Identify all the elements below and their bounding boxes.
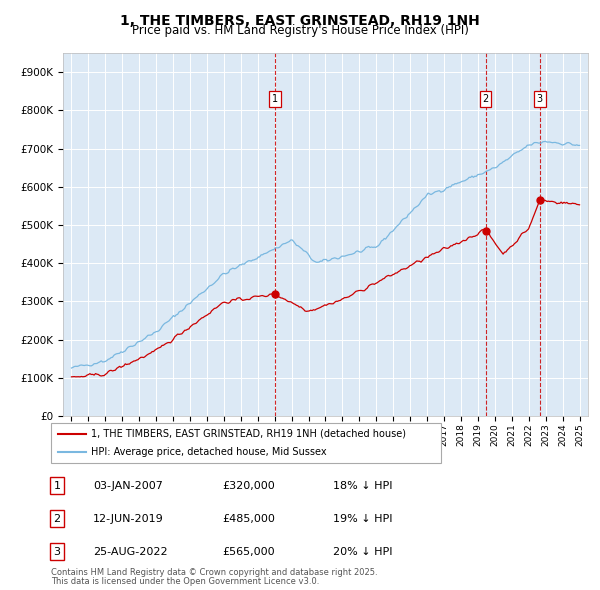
Text: 20% ↓ HPI: 20% ↓ HPI	[333, 547, 392, 556]
Text: 1: 1	[53, 481, 61, 490]
Text: 1: 1	[272, 94, 278, 104]
Text: 12-JUN-2019: 12-JUN-2019	[93, 514, 164, 523]
Text: 19% ↓ HPI: 19% ↓ HPI	[333, 514, 392, 523]
Text: HPI: Average price, detached house, Mid Sussex: HPI: Average price, detached house, Mid …	[91, 447, 326, 457]
Text: This data is licensed under the Open Government Licence v3.0.: This data is licensed under the Open Gov…	[51, 576, 319, 586]
Text: 2: 2	[482, 94, 488, 104]
Text: 3: 3	[536, 94, 543, 104]
Text: £320,000: £320,000	[222, 481, 275, 490]
Text: Contains HM Land Registry data © Crown copyright and database right 2025.: Contains HM Land Registry data © Crown c…	[51, 568, 377, 577]
Text: £565,000: £565,000	[222, 547, 275, 556]
Text: Price paid vs. HM Land Registry's House Price Index (HPI): Price paid vs. HM Land Registry's House …	[131, 24, 469, 37]
Text: 3: 3	[53, 547, 61, 556]
Text: 03-JAN-2007: 03-JAN-2007	[93, 481, 163, 490]
Text: 18% ↓ HPI: 18% ↓ HPI	[333, 481, 392, 490]
Text: 2: 2	[53, 514, 61, 523]
Text: 25-AUG-2022: 25-AUG-2022	[93, 547, 167, 556]
Text: 1, THE TIMBERS, EAST GRINSTEAD, RH19 1NH: 1, THE TIMBERS, EAST GRINSTEAD, RH19 1NH	[120, 14, 480, 28]
Text: £485,000: £485,000	[222, 514, 275, 523]
Text: 1, THE TIMBERS, EAST GRINSTEAD, RH19 1NH (detached house): 1, THE TIMBERS, EAST GRINSTEAD, RH19 1NH…	[91, 429, 406, 439]
